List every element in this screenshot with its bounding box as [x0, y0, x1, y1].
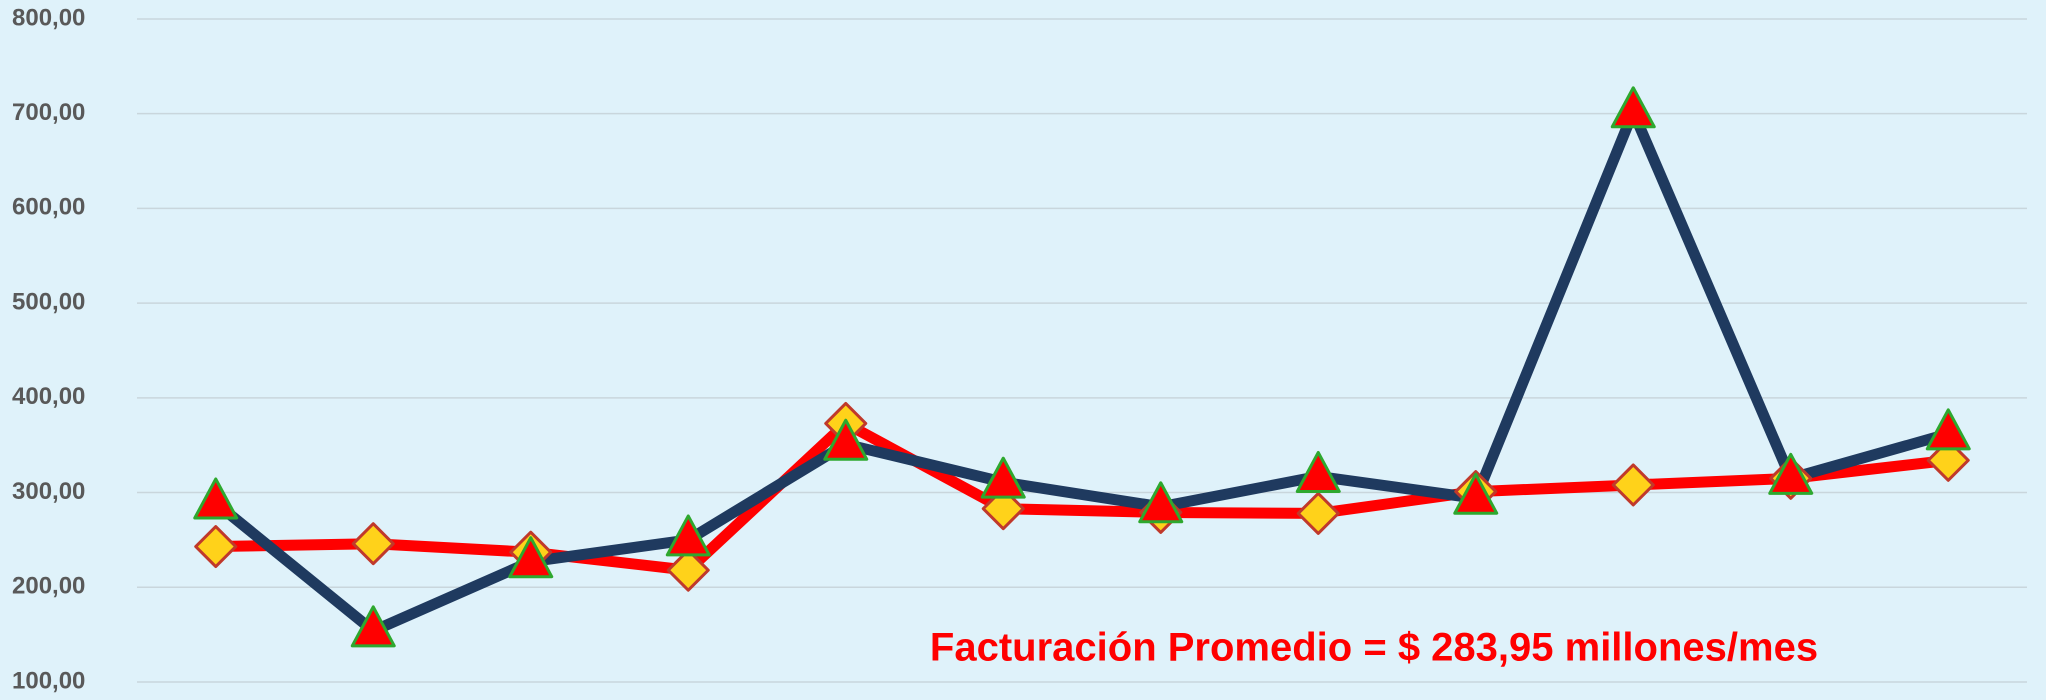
marker — [980, 456, 1026, 499]
y-tick-label: 700,00 — [12, 99, 85, 126]
marker — [1611, 463, 1655, 507]
marker — [981, 487, 1025, 531]
y-tick-label: 300,00 — [12, 478, 85, 505]
marker — [193, 477, 239, 520]
y-tick-label: 800,00 — [12, 4, 85, 31]
marker — [351, 522, 395, 566]
y-tick-label: 400,00 — [12, 383, 85, 410]
y-tick-label: 500,00 — [12, 288, 85, 315]
marker — [665, 514, 711, 557]
marker — [1295, 450, 1341, 493]
marker — [666, 548, 710, 592]
marker — [350, 605, 396, 648]
marker — [1138, 481, 1184, 524]
marker — [1296, 491, 1340, 535]
marker — [1453, 472, 1499, 515]
marker — [1926, 438, 1970, 482]
series-line — [215, 417, 1949, 576]
series-line — [212, 106, 1950, 637]
marker — [508, 536, 554, 579]
y-tick-label: 200,00 — [12, 573, 85, 600]
marker — [194, 525, 238, 569]
y-tick-label: 600,00 — [12, 194, 85, 221]
annotation: Facturación Promedio = $ 283,95 millones… — [930, 626, 1818, 670]
marker — [1768, 452, 1814, 495]
marker — [1925, 408, 1971, 451]
y-tick-label: 100,00 — [12, 667, 85, 694]
marker — [823, 418, 869, 461]
marker — [1610, 86, 1656, 129]
